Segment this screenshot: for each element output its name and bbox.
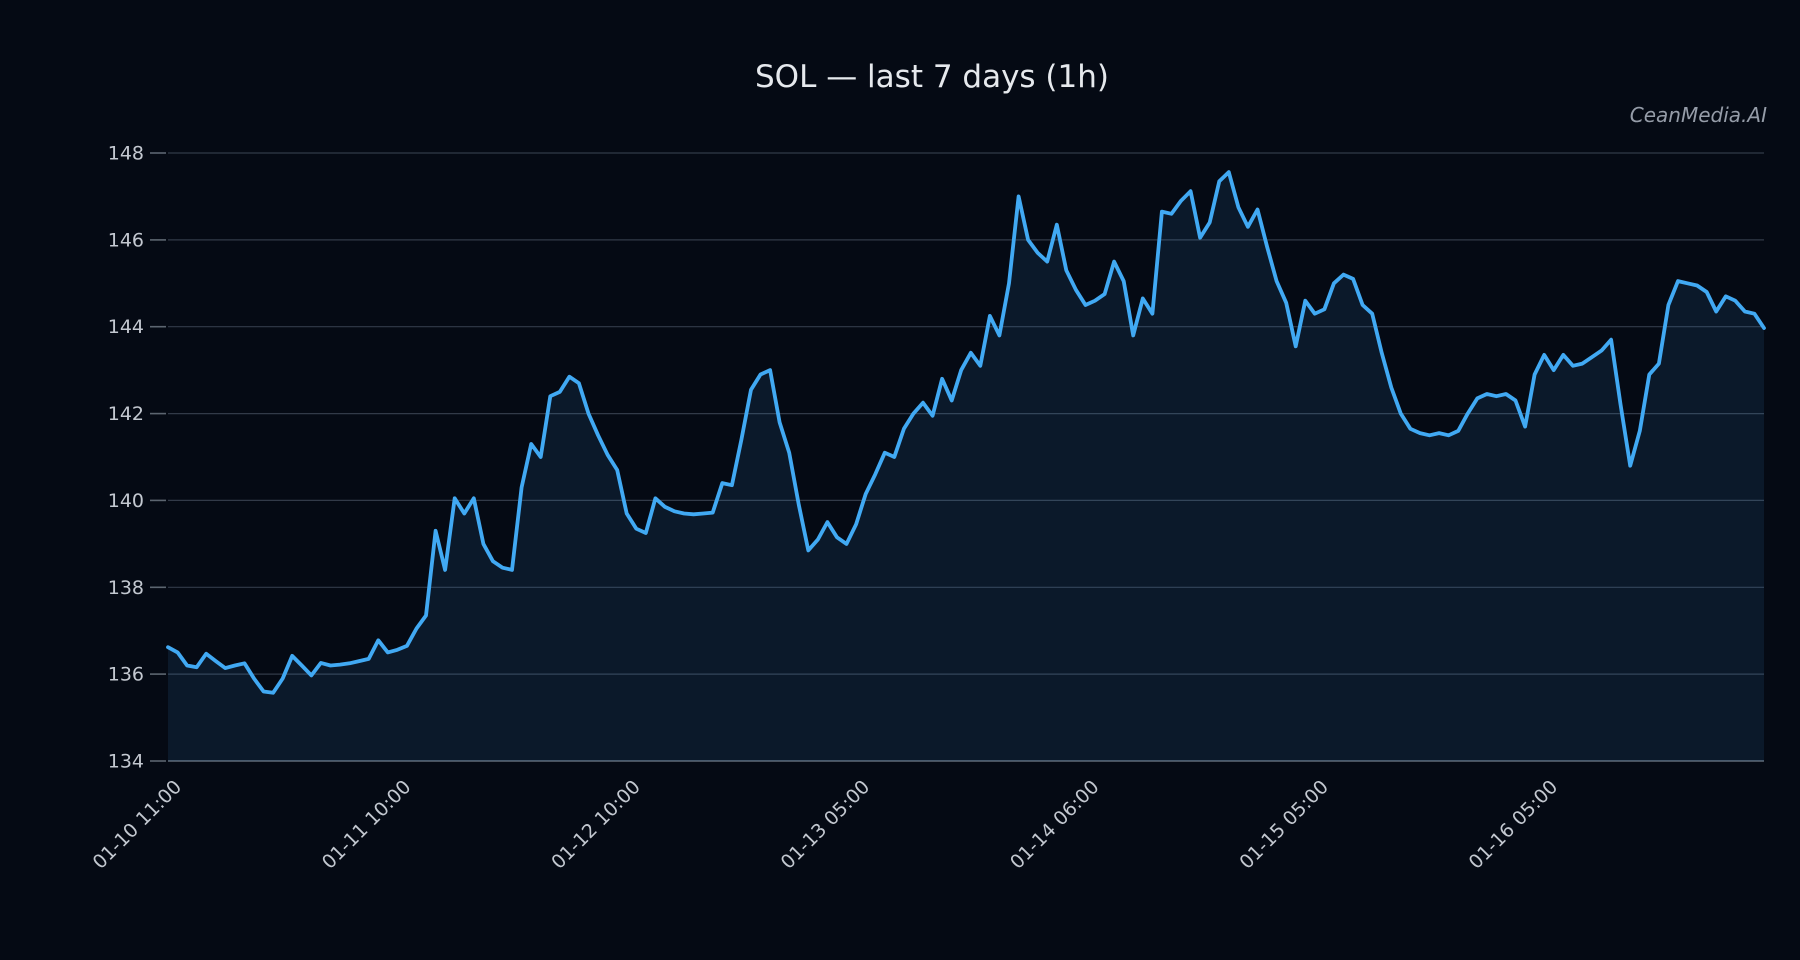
gridlines	[150, 152, 1764, 762]
y-axis-tick-labels: 134 136 138 140 142 144 146 148	[108, 143, 144, 773]
area-fill	[168, 172, 1764, 762]
price-area-fill	[168, 172, 1764, 762]
price-line-path	[166, 170, 1766, 695]
y-tick-label: 146	[108, 229, 144, 251]
y-tick-label: 142	[108, 403, 144, 425]
y-tick-label: 144	[108, 316, 144, 338]
y-tick-label: 134	[108, 751, 144, 773]
y-tick-label: 148	[108, 143, 144, 165]
chart-title: SOL — last 7 days (1h)	[755, 59, 1109, 95]
watermark-text: CeanMedia.AI	[1630, 103, 1767, 127]
y-tick-label: 138	[108, 577, 144, 599]
y-tick-label: 140	[108, 490, 144, 512]
y-tick-label: 136	[108, 664, 144, 686]
price-line	[166, 170, 1766, 695]
